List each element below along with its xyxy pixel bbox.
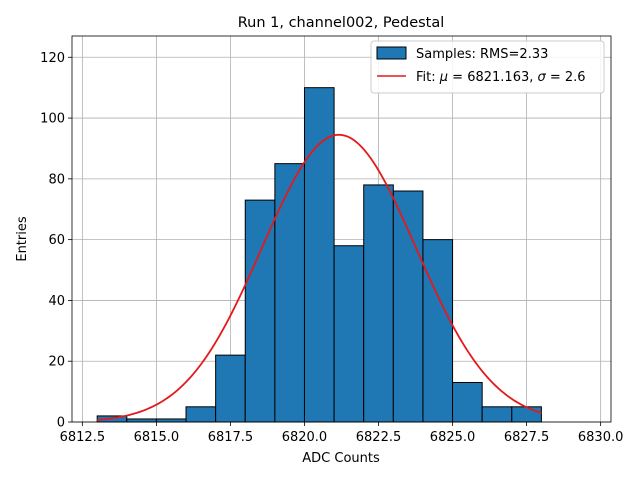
x-axis-title: ADC Counts [302, 451, 380, 466]
histogram-bar [155, 418, 187, 423]
histogram-bar [481, 406, 513, 423]
y-tick-label: 60 [48, 233, 65, 248]
histogram-bar [363, 184, 394, 423]
legend-samples-swatch [376, 46, 407, 60]
histogram-bar [185, 406, 217, 423]
legend-samples-label: Samples: RMS=2.33 [416, 47, 548, 62]
x-tick-label: 6830.0 [578, 430, 624, 445]
chart-title: Run 1, channel002, Pedestal [238, 15, 445, 31]
legend-box [370, 40, 605, 94]
legend-fit-sigma-value: = 2.6 [546, 70, 586, 85]
y-tick-label: 40 [48, 294, 65, 309]
histogram-bar [511, 406, 542, 423]
legend-fit-prefix: Fit: [416, 70, 440, 85]
y-tick-label: 100 [40, 112, 65, 127]
histogram-bar [215, 354, 246, 423]
histogram-bar [452, 381, 483, 423]
fit-curve [97, 133, 542, 421]
histogram-bar [333, 245, 365, 423]
x-tick-label: 6812.5 [60, 430, 106, 445]
legend-fit-mu-value: = 6821.163, [448, 70, 537, 85]
histogram-bar [126, 418, 157, 423]
legend: Samples: RMS=2.33 Fit: μ = 6821.163, σ =… [370, 40, 605, 94]
y-tick-label: 0 [57, 416, 65, 431]
legend-fit-sigma-symbol: σ [538, 70, 547, 85]
legend-fit-label: Fit: μ = 6821.163, σ = 2.6 [416, 70, 586, 85]
x-tick-label: 6815.0 [134, 430, 180, 445]
histogram-bar [274, 163, 305, 423]
y-axis-title: Entries [15, 216, 30, 262]
y-tick-label: 120 [40, 51, 65, 66]
histogram-bar [392, 190, 424, 423]
x-tick-label: 6822.5 [356, 430, 402, 445]
ticks-layer: 6812.5 6815.0 6817.5 6820.0 6822.5 6825.0 6827… [40, 51, 623, 445]
plot-frame [71, 35, 612, 423]
y-tick-label: 20 [48, 355, 65, 370]
x-tick-label: 6825.0 [430, 430, 476, 445]
histogram-bar [244, 199, 276, 423]
x-tick-label: 6817.5 [208, 430, 254, 445]
x-tick-label: 6820.0 [282, 430, 328, 445]
legend-fit-mu-symbol: μ [439, 70, 448, 85]
histogram-bar [422, 239, 454, 423]
fit-layer [97, 133, 542, 421]
y-tick-label: 80 [48, 172, 65, 187]
x-tick-label: 6827.5 [504, 430, 550, 445]
